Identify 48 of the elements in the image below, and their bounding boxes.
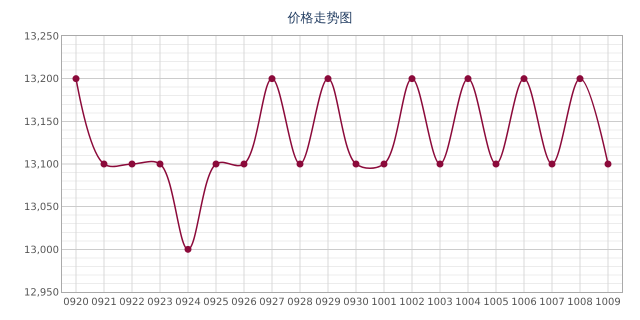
point bbox=[324, 75, 332, 82]
x-tick-label: 1004 bbox=[455, 297, 481, 308]
x-tick-label: 0925 bbox=[203, 297, 229, 308]
point bbox=[352, 160, 360, 168]
chart-title: 价格走势图 bbox=[286, 10, 352, 26]
point bbox=[492, 160, 500, 168]
x-tick-label: 0927 bbox=[259, 297, 285, 308]
y-tick-label: 12,950 bbox=[24, 288, 59, 298]
x-tick-label: 0920 bbox=[63, 297, 89, 308]
point bbox=[548, 160, 556, 168]
point bbox=[296, 160, 304, 168]
y-tick-label: 13,200 bbox=[24, 74, 59, 86]
point bbox=[520, 75, 528, 82]
x-tick-label: 1003 bbox=[427, 297, 453, 308]
point bbox=[72, 75, 80, 82]
y-tick-label: 13,150 bbox=[24, 116, 59, 128]
y-tick-label: 13,050 bbox=[24, 202, 59, 214]
x-tick-label: 0923 bbox=[147, 297, 173, 308]
point bbox=[128, 160, 136, 168]
x-tick-label: 1007 bbox=[539, 297, 565, 308]
x-tick-label: 1005 bbox=[483, 297, 509, 308]
point bbox=[268, 75, 276, 82]
y-tick-label: 13,250 bbox=[24, 32, 59, 42]
y-tick-label: 13,000 bbox=[24, 244, 59, 256]
point bbox=[100, 160, 108, 168]
x-tick-label: 0922 bbox=[119, 297, 145, 308]
x-tick-label: 0929 bbox=[315, 297, 341, 308]
x-tick-label: 0928 bbox=[287, 297, 313, 308]
x-tick-label: 1009 bbox=[595, 297, 621, 308]
point bbox=[184, 246, 192, 253]
x-tick-label: 1008 bbox=[567, 297, 593, 308]
y-tick-label: 13,100 bbox=[24, 160, 59, 170]
point bbox=[436, 160, 444, 168]
point bbox=[380, 160, 388, 168]
x-tick-label: 0924 bbox=[175, 297, 201, 308]
x-tick-label: 1001 bbox=[371, 297, 397, 308]
point bbox=[240, 160, 248, 168]
x-tick-label: 0926 bbox=[231, 297, 257, 308]
point bbox=[408, 75, 416, 82]
x-tick-label: 1006 bbox=[511, 297, 537, 308]
x-tick-label: 0921 bbox=[91, 297, 117, 308]
point bbox=[604, 160, 612, 168]
x-tick-label: 0930 bbox=[343, 297, 369, 308]
point bbox=[212, 160, 220, 168]
x-tick-label: 1002 bbox=[399, 297, 425, 308]
point bbox=[576, 75, 584, 82]
point bbox=[464, 75, 472, 82]
point bbox=[156, 160, 164, 168]
